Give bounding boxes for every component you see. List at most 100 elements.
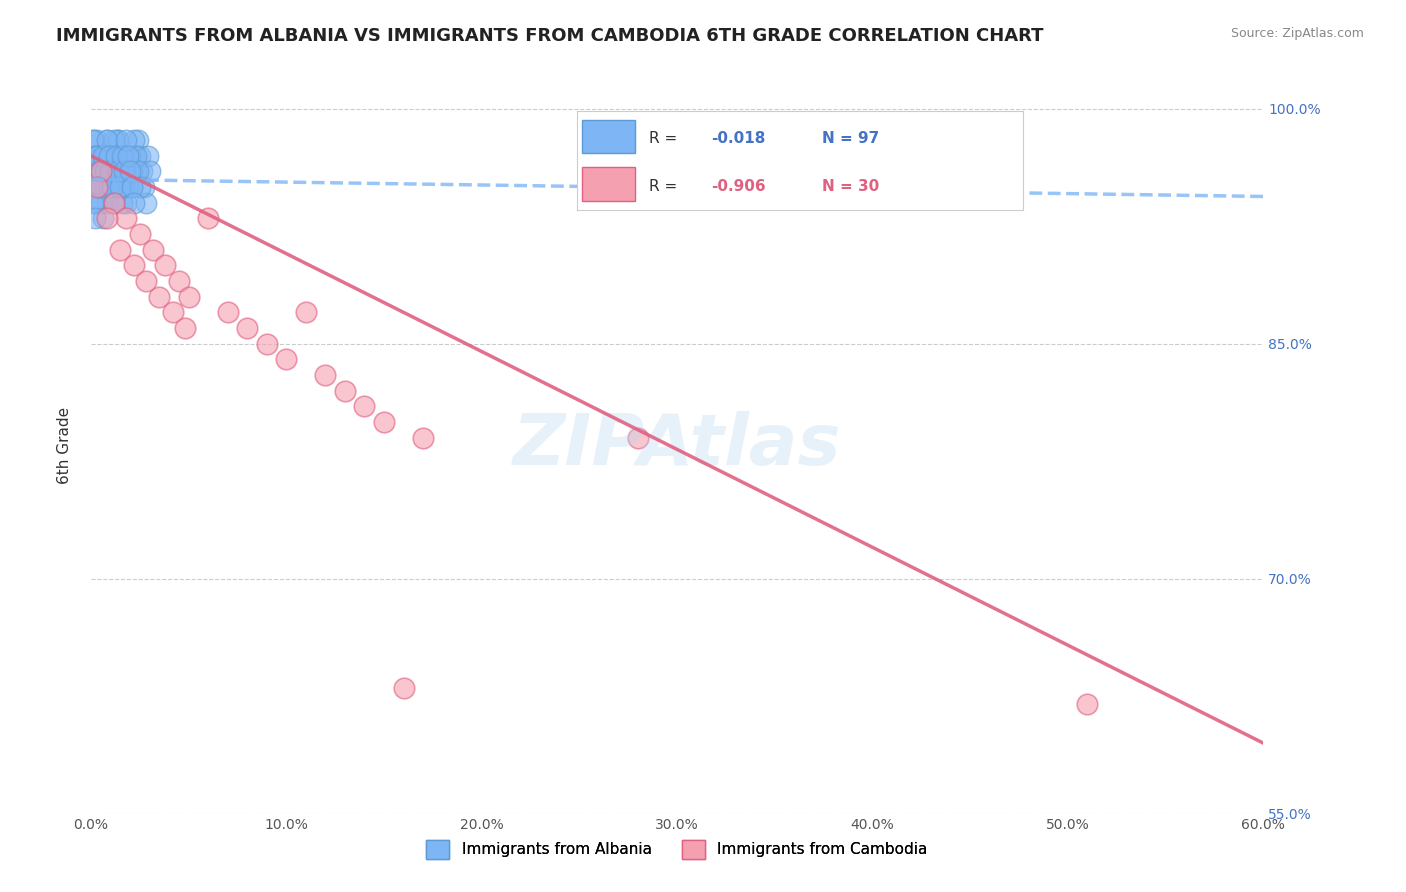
Point — [110, 180, 132, 194]
Point — [83, 211, 105, 226]
Point — [83, 164, 105, 178]
Point — [138, 164, 160, 178]
Point — [93, 164, 115, 178]
Point — [177, 290, 200, 304]
Point — [111, 164, 134, 178]
Point — [121, 180, 143, 194]
Point — [276, 352, 298, 367]
Point — [121, 180, 143, 194]
Point — [105, 149, 128, 163]
Point — [142, 243, 165, 257]
Point — [87, 180, 110, 194]
Point — [107, 164, 129, 178]
Point — [103, 149, 125, 163]
Point — [314, 368, 336, 382]
Point — [82, 149, 104, 163]
Point — [86, 195, 108, 210]
Point — [128, 227, 150, 241]
Point — [97, 149, 120, 163]
Point — [90, 195, 112, 210]
Point — [112, 180, 135, 194]
Point — [111, 164, 134, 178]
Point — [412, 431, 434, 445]
Point — [103, 133, 125, 147]
Point — [118, 164, 141, 178]
Point — [627, 431, 650, 445]
Point — [110, 180, 132, 194]
Point — [101, 164, 124, 178]
Point — [105, 164, 128, 178]
Point — [96, 164, 118, 178]
Point — [100, 149, 122, 163]
Point — [197, 211, 219, 226]
Point — [136, 149, 159, 163]
Point — [110, 243, 132, 257]
Legend: Immigrants from Albania, Immigrants from Cambodia: Immigrants from Albania, Immigrants from… — [420, 834, 934, 864]
Point — [115, 195, 138, 210]
Point — [86, 180, 108, 194]
Point — [135, 195, 157, 210]
Point — [392, 681, 415, 696]
Point — [115, 164, 138, 178]
Point — [117, 180, 139, 194]
Point — [82, 133, 104, 147]
Point — [93, 149, 115, 163]
Point — [112, 164, 135, 178]
Point — [83, 149, 105, 163]
Point — [153, 259, 176, 273]
Point — [107, 133, 129, 147]
Y-axis label: 6th Grade: 6th Grade — [58, 407, 72, 484]
Point — [91, 164, 114, 178]
Point — [115, 211, 138, 226]
Point — [83, 149, 105, 163]
Point — [112, 149, 135, 163]
Point — [96, 133, 118, 147]
Point — [127, 133, 149, 147]
Point — [115, 133, 138, 147]
Point — [148, 290, 170, 304]
Point — [110, 149, 132, 163]
Point — [103, 149, 125, 163]
Point — [101, 180, 124, 194]
Text: IMMIGRANTS FROM ALBANIA VS IMMIGRANTS FROM CAMBODIA 6TH GRADE CORRELATION CHART: IMMIGRANTS FROM ALBANIA VS IMMIGRANTS FR… — [56, 27, 1043, 45]
Point — [87, 149, 110, 163]
Point — [90, 149, 112, 163]
Point — [373, 415, 395, 429]
Point — [100, 164, 122, 178]
Point — [107, 164, 129, 178]
Point — [117, 149, 139, 163]
Point — [173, 321, 195, 335]
Point — [97, 149, 120, 163]
Point — [1076, 697, 1098, 711]
Point — [90, 164, 112, 178]
Point — [96, 133, 118, 147]
Point — [82, 133, 104, 147]
Point — [295, 305, 318, 319]
Point — [93, 180, 115, 194]
Point — [90, 180, 112, 194]
Point — [91, 211, 114, 226]
Point — [93, 180, 115, 194]
Point — [90, 164, 112, 178]
Point — [82, 195, 104, 210]
Point — [236, 321, 259, 335]
Point — [86, 164, 108, 178]
Point — [87, 180, 110, 194]
Point — [122, 259, 145, 273]
Point — [121, 164, 143, 178]
Point — [103, 195, 125, 210]
Point — [90, 149, 112, 163]
Point — [118, 164, 141, 178]
Point — [125, 164, 148, 178]
Point — [112, 180, 135, 194]
Point — [167, 274, 190, 288]
Point — [87, 180, 110, 194]
Point — [353, 400, 375, 414]
Point — [101, 180, 124, 194]
Point — [86, 164, 108, 178]
Point — [100, 164, 122, 178]
Point — [128, 180, 150, 194]
Point — [97, 180, 120, 194]
Point — [135, 274, 157, 288]
Point — [132, 180, 155, 194]
